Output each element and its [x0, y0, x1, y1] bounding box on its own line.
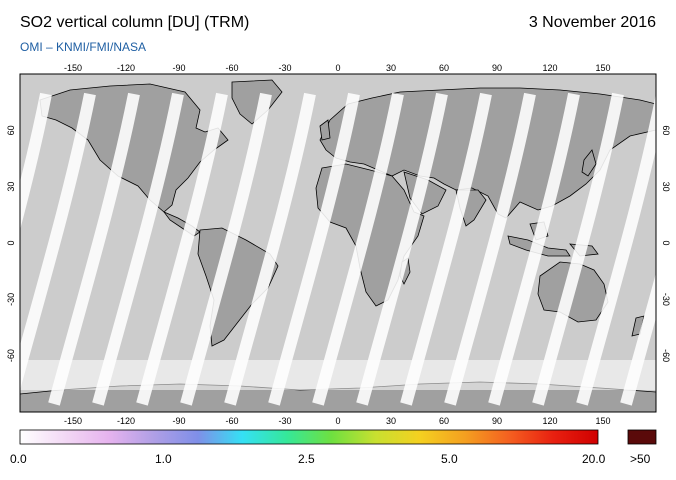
lat-tick-right-0: 60 — [661, 125, 671, 135]
lat-tick-right-3: -30 — [661, 293, 671, 306]
lat-ticks-right: 60 30 0 -30 -60 — [661, 125, 671, 362]
lat-tick-right-1: 30 — [661, 182, 671, 192]
lon-tick-bottom-4: -30 — [278, 416, 291, 426]
lat-tick-left-1: 30 — [6, 182, 16, 192]
lon-tick-top-0: -150 — [64, 63, 82, 73]
lon-tick-top-2: -90 — [172, 63, 185, 73]
colorbar-label-3: 5.0 — [441, 452, 458, 466]
lon-tick-bottom-0: -150 — [64, 416, 82, 426]
lon-tick-top-8: 90 — [492, 63, 502, 73]
colorbar-label-0: 0.0 — [10, 452, 27, 466]
lon-tick-bottom-10: 150 — [595, 416, 610, 426]
south-america — [197, 227, 279, 347]
lon-tick-bottom-8: 90 — [492, 416, 502, 426]
colorbar-label-4: 20.0 — [582, 452, 606, 466]
map-subtitle: OMI – KNMI/FMI/NASA — [20, 40, 147, 54]
no-data-band — [20, 360, 656, 390]
colorbar-label-1: 1.0 — [155, 452, 172, 466]
lat-tick-left-4: -60 — [6, 349, 16, 362]
lon-tick-bottom-1: -120 — [117, 416, 135, 426]
lon-tick-bottom-9: 120 — [542, 416, 557, 426]
lon-tick-top-6: 30 — [386, 63, 396, 73]
map-date: 3 November 2016 — [528, 14, 656, 31]
british-isles — [319, 119, 331, 141]
lon-tick-top-1: -120 — [117, 63, 135, 73]
lat-tick-left-0: 60 — [6, 125, 16, 135]
lon-tick-bottom-3: -60 — [225, 416, 238, 426]
lat-tick-right-4: -60 — [661, 349, 671, 362]
colorbar-overflow-swatch — [627, 429, 657, 445]
colorbar-overflow-label: >50 — [630, 452, 651, 466]
lon-tick-bottom-5: 0 — [335, 416, 340, 426]
lat-tick-left-3: -30 — [6, 293, 16, 306]
lon-tick-bottom-7: 60 — [439, 416, 449, 426]
swath-gap — [20, 92, 52, 231]
lon-tick-top-5: 0 — [335, 63, 340, 73]
lon-tick-bottom-2: -90 — [172, 416, 185, 426]
colorbar — [19, 429, 599, 445]
lon-ticks-bottom: -150 -120 -90 -60 -30 0 30 60 90 120 150 — [64, 416, 611, 426]
map-frame — [19, 73, 657, 413]
lat-tick-right-2: 0 — [661, 240, 671, 245]
lat-tick-left-2: 0 — [6, 240, 16, 245]
lon-tick-top-3: -60 — [225, 63, 238, 73]
lat-ticks-left: 60 30 0 -30 -60 — [6, 125, 16, 362]
colorbar-label-2: 2.5 — [298, 452, 315, 466]
swath-gap — [0, 94, 2, 404]
lon-tick-top-4: -30 — [278, 63, 291, 73]
lon-ticks-top: -150 -120 -90 -60 -30 0 30 60 90 120 150 — [64, 63, 611, 73]
lon-tick-top-7: 60 — [439, 63, 449, 73]
japan — [581, 149, 597, 177]
lon-tick-top-9: 120 — [542, 63, 557, 73]
lon-tick-bottom-6: 30 — [386, 416, 396, 426]
map-title: SO2 vertical column [DU] (TRM) — [20, 14, 250, 31]
lon-tick-top-10: 150 — [595, 63, 610, 73]
